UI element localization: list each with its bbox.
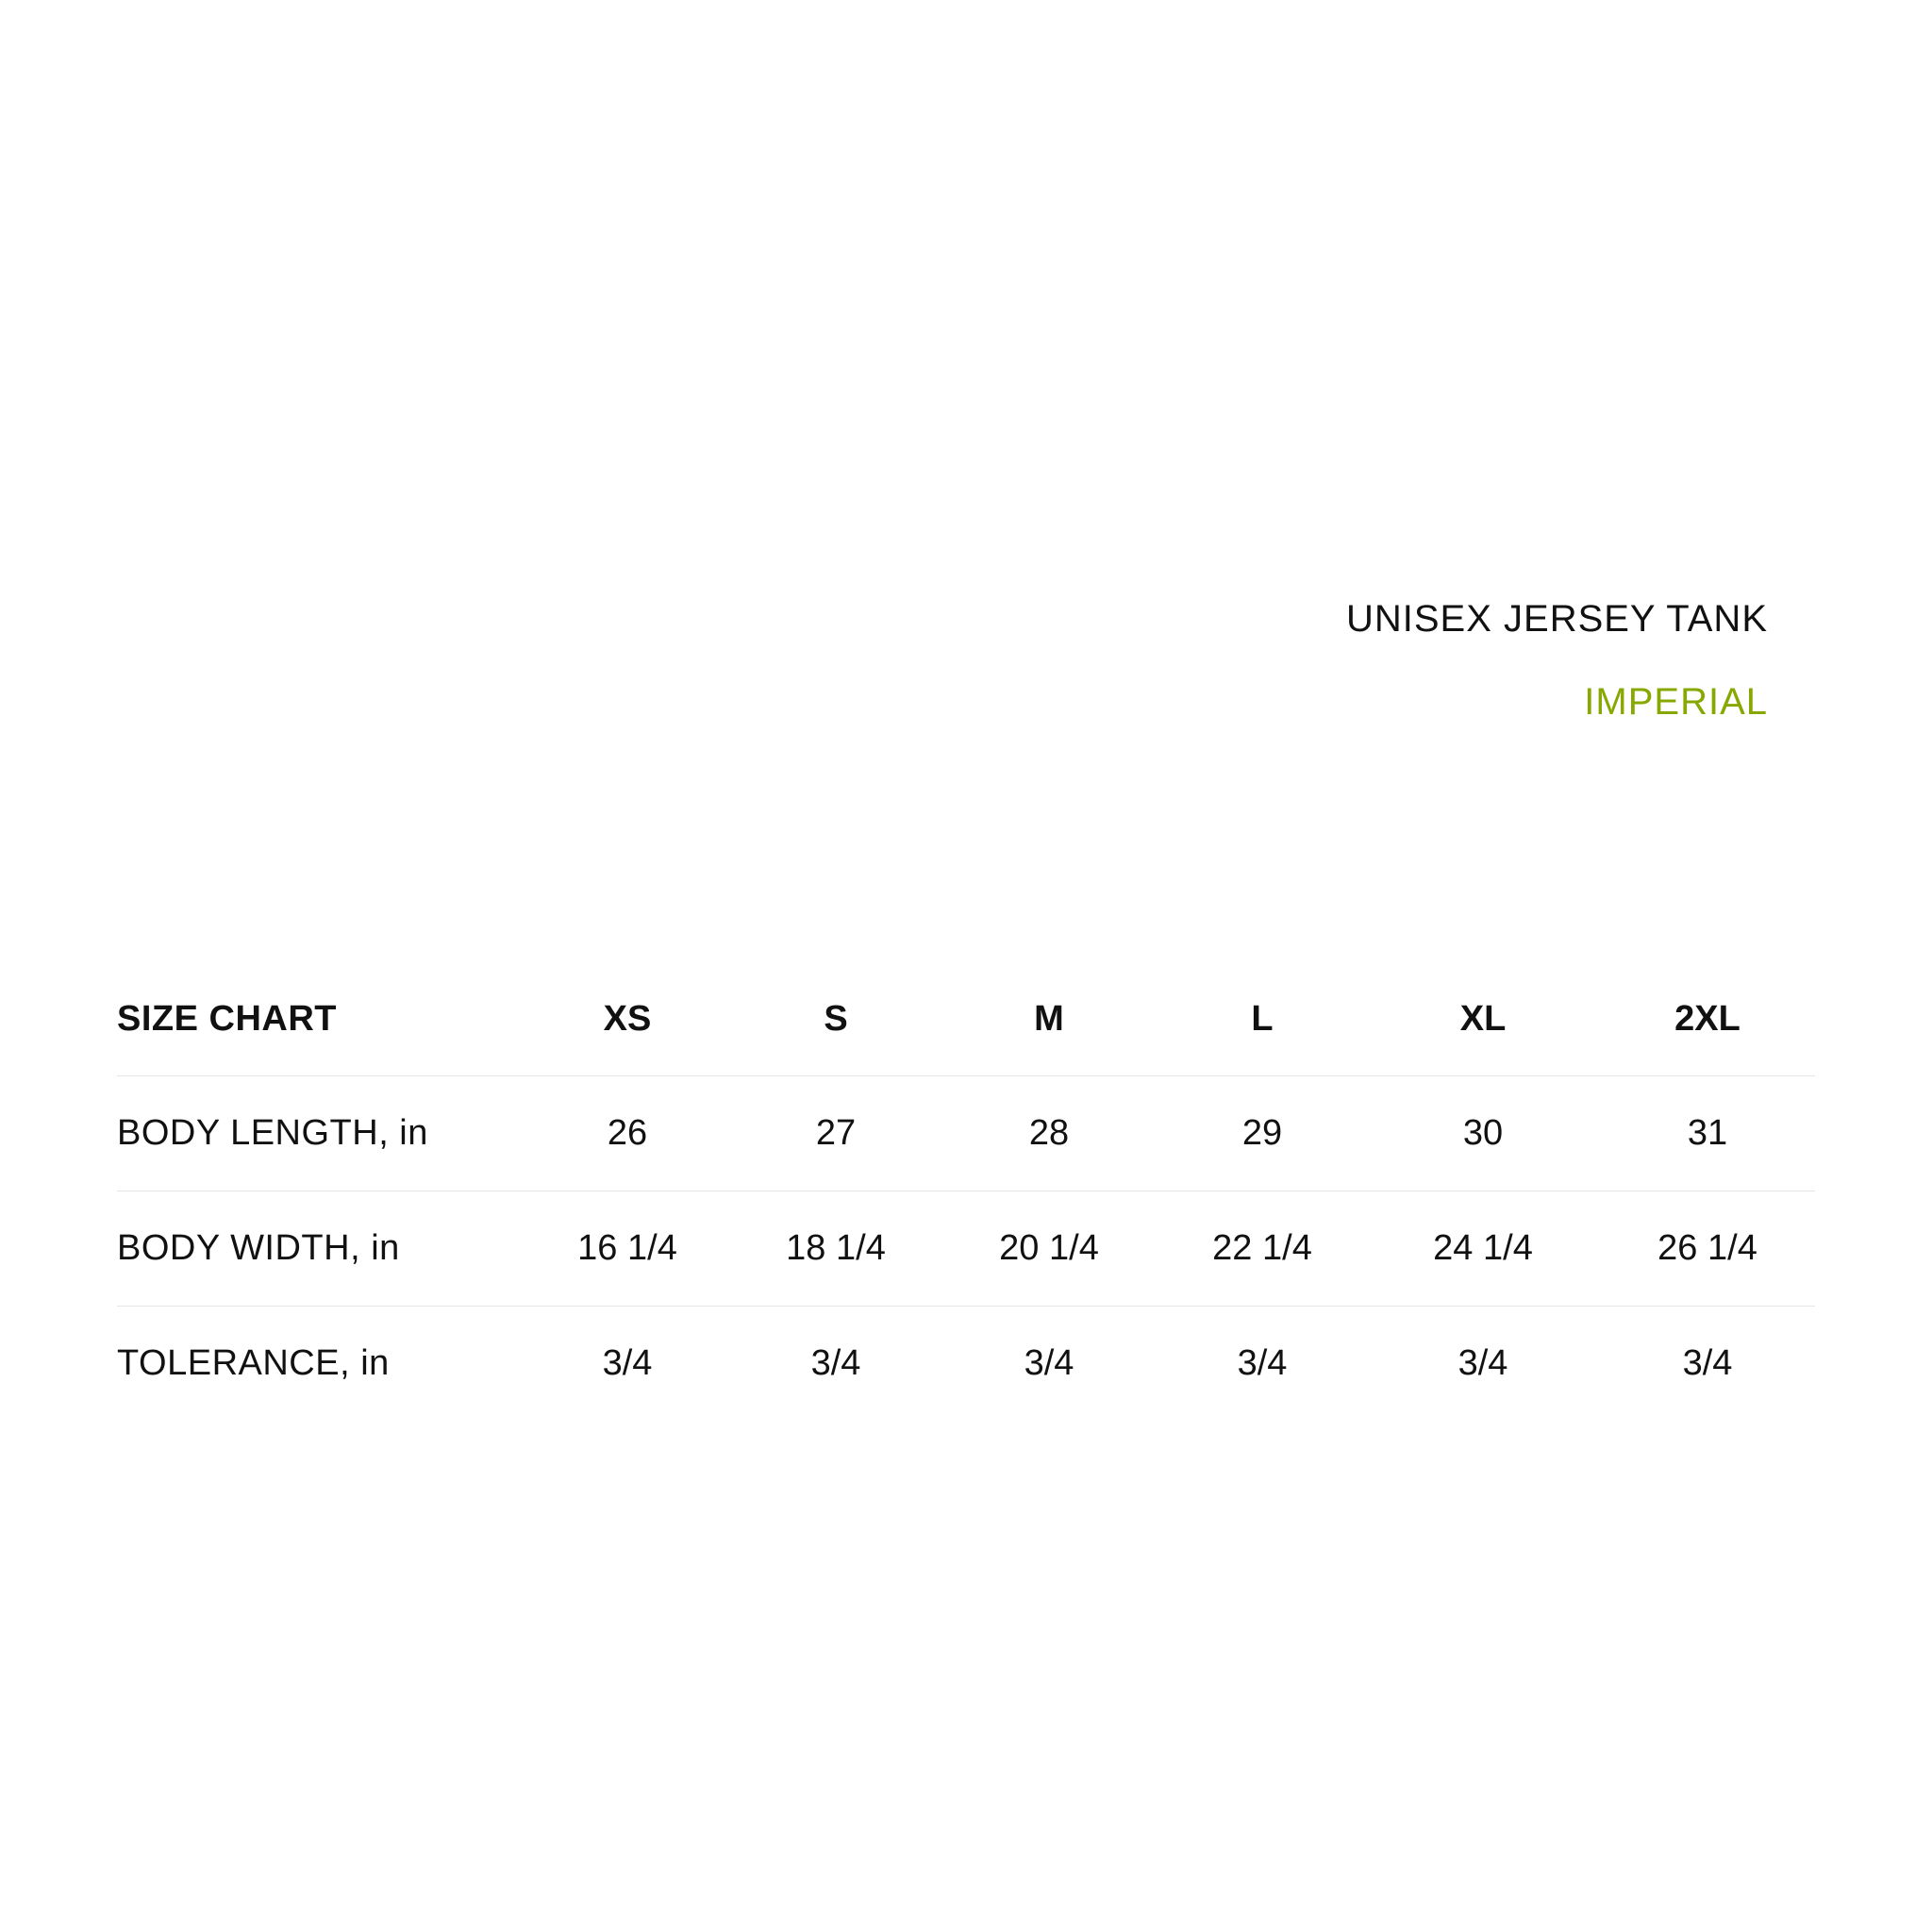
size-chart-table: SIZE CHART XS S M L XL 2XL BODY LENGTH, …: [117, 962, 1815, 1421]
size-header: S: [824, 998, 848, 1039]
header-label: SIZE CHART: [117, 998, 337, 1039]
table-row: BODY WIDTH, in 16 1/4 18 1/4 20 1/4 22 1…: [117, 1191, 1815, 1307]
cell: 18 1/4: [732, 1191, 940, 1307]
cell: 3/4: [940, 1306, 1158, 1421]
row-label: BODY LENGTH, in: [117, 1075, 523, 1191]
row-label: BODY WIDTH, in: [117, 1191, 523, 1307]
cell: 26: [523, 1075, 732, 1191]
cell: 31: [1600, 1075, 1815, 1191]
cell: 20 1/4: [940, 1191, 1158, 1307]
cell: 24 1/4: [1366, 1191, 1600, 1307]
size-header: XL: [1459, 998, 1507, 1039]
table-row: TOLERANCE, in 3/4 3/4 3/4 3/4 3/4 3/4: [117, 1306, 1815, 1421]
size-header: L: [1251, 998, 1274, 1039]
cell: 3/4: [523, 1306, 732, 1421]
table-row: BODY LENGTH, in 26 27 28 29 30 31: [117, 1075, 1815, 1191]
cell: 22 1/4: [1158, 1191, 1366, 1307]
cell: 3/4: [1158, 1306, 1366, 1421]
size-header: 2XL: [1674, 998, 1740, 1039]
product-title: UNISEX JERSEY TANK: [1345, 598, 1768, 640]
cell: 29: [1158, 1075, 1366, 1191]
size-header: M: [1034, 998, 1064, 1039]
cell: 28: [940, 1075, 1158, 1191]
size-header: XS: [603, 998, 652, 1039]
cell: 30: [1366, 1075, 1600, 1191]
cell: 3/4: [1366, 1306, 1600, 1421]
cell: 26 1/4: [1600, 1191, 1815, 1307]
cell: 16 1/4: [523, 1191, 732, 1307]
cell: 3/4: [732, 1306, 940, 1421]
cell: 27: [732, 1075, 940, 1191]
row-label: TOLERANCE, in: [117, 1306, 523, 1421]
unit-system-label: IMPERIAL: [1584, 681, 1768, 723]
header-row: SIZE CHART XS S M L XL 2XL: [117, 962, 1815, 1076]
cell: 3/4: [1600, 1306, 1815, 1421]
